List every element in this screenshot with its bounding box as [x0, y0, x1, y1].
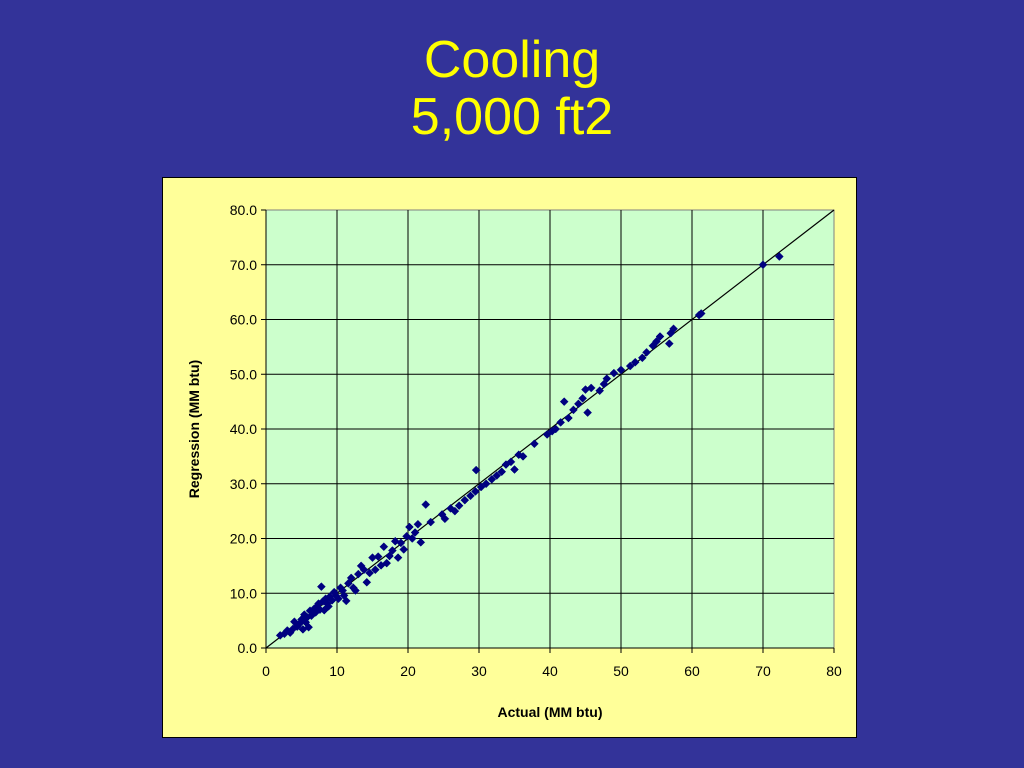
data-point — [379, 542, 389, 552]
data-point — [440, 514, 450, 524]
data-point — [382, 558, 392, 568]
data-point — [574, 399, 583, 409]
data-point — [407, 534, 417, 543]
data-point — [696, 309, 706, 318]
data-point — [559, 397, 569, 406]
data-point — [421, 500, 431, 509]
data-point — [454, 501, 464, 511]
data-point — [616, 365, 626, 375]
y-tick-label: 0.0 — [238, 640, 258, 656]
y-axis-label: Regression (MM btu) — [186, 360, 202, 498]
data-point — [341, 596, 351, 606]
x-tick-label: 30 — [471, 663, 487, 679]
x-tick-label: 80 — [826, 663, 842, 679]
data-point — [556, 418, 566, 427]
data-point — [413, 519, 423, 529]
data-point — [625, 361, 635, 371]
x-tick-labels: 0 10 20 30 40 50 60 70 80 — [262, 648, 842, 679]
data-point — [346, 573, 356, 583]
data-point — [564, 413, 573, 423]
data-point — [365, 568, 375, 578]
gridlines — [265, 210, 834, 649]
slide-title-line-2: 5,000 ft2 — [410, 88, 614, 146]
data-point — [416, 537, 426, 547]
data-point — [410, 528, 420, 537]
data-point — [583, 408, 592, 417]
x-tick-label: 20 — [400, 663, 416, 679]
data-point — [609, 368, 619, 378]
data-point — [362, 577, 372, 587]
x-tick-label: 50 — [613, 663, 629, 679]
data-point — [669, 324, 678, 334]
data-point — [450, 506, 460, 516]
data-point — [370, 565, 380, 575]
data-point — [774, 252, 784, 261]
data-point — [637, 353, 647, 363]
data-point — [664, 339, 674, 348]
y-tick-label: 20.0 — [230, 531, 257, 547]
slide-title: Cooling 5,000 ft2 — [0, 32, 1024, 146]
data-points — [275, 252, 784, 640]
data-point — [652, 337, 661, 346]
data-point — [426, 517, 436, 527]
data-point — [351, 586, 360, 595]
x-tick-label: 0 — [262, 663, 270, 679]
x-tick-label: 10 — [329, 663, 345, 679]
data-point — [510, 465, 519, 474]
data-point — [595, 386, 605, 396]
data-point — [758, 260, 768, 270]
data-point — [359, 565, 369, 575]
y-tick-label: 60.0 — [230, 312, 257, 328]
data-point — [655, 332, 665, 341]
data-point — [334, 594, 343, 604]
data-point — [396, 538, 406, 548]
data-point — [642, 347, 651, 357]
data-point — [388, 546, 397, 555]
scatter-chart: 0 10 20 30 40 50 60 70 80 0.0 10.0 20.0 30.0 40.0 50.… — [186, 202, 842, 720]
slide-title-line-1: Cooling — [423, 31, 601, 89]
y-tick-labels: 0.0 10.0 20.0 30.0 40.0 50.0 60.0 70.0 80.0 — [230, 202, 266, 656]
x-tick-label: 60 — [684, 663, 700, 679]
data-point — [373, 552, 383, 561]
data-point — [602, 374, 612, 383]
chart-frame: 0 10 20 30 40 50 60 70 80 0.0 10.0 20.0 30.0 40.0 50.… — [162, 177, 857, 738]
data-point — [551, 424, 561, 434]
data-point — [353, 569, 363, 579]
data-point — [471, 465, 481, 475]
y-tick-label: 40.0 — [230, 421, 257, 437]
data-point — [481, 479, 491, 489]
y-tick-label: 10.0 — [230, 585, 257, 601]
data-point — [324, 602, 333, 611]
data-point — [506, 457, 516, 467]
y-tick-label: 30.0 — [230, 476, 257, 492]
data-point — [492, 471, 502, 480]
data-point — [317, 582, 326, 592]
y-tick-label: 80.0 — [230, 202, 257, 218]
y-tick-label: 70.0 — [230, 257, 257, 273]
data-point — [460, 495, 470, 505]
data-point — [630, 357, 640, 367]
data-point — [578, 393, 588, 403]
data-point — [518, 452, 528, 461]
data-point — [530, 439, 539, 449]
data-point — [487, 475, 497, 484]
x-axis-label: Actual (MM btu) — [498, 704, 603, 720]
data-point — [399, 545, 409, 554]
data-point — [405, 522, 414, 532]
data-point — [569, 405, 578, 415]
y-tick-label: 50.0 — [230, 366, 257, 382]
x-tick-label: 40 — [542, 663, 558, 679]
data-point — [466, 491, 475, 501]
data-point — [586, 383, 596, 393]
data-point — [471, 487, 480, 496]
data-point — [497, 467, 507, 477]
data-point — [393, 553, 403, 563]
x-tick-label: 70 — [755, 663, 771, 679]
data-point — [304, 622, 313, 632]
